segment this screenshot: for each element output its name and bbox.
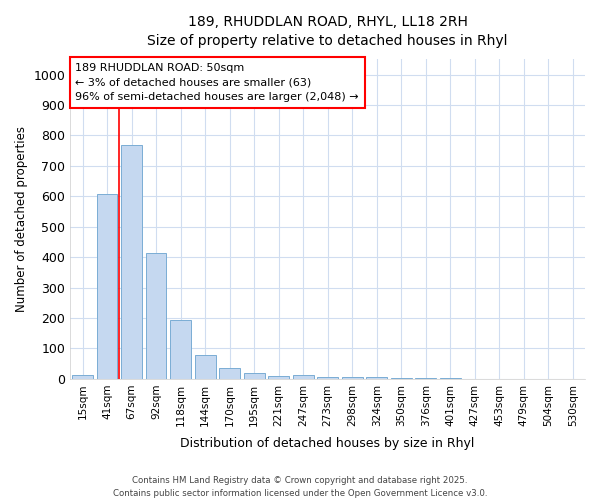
Bar — [293, 376, 314, 379]
Bar — [415, 378, 436, 379]
Y-axis label: Number of detached properties: Number of detached properties — [15, 126, 28, 312]
Bar — [72, 375, 93, 379]
Bar — [391, 378, 412, 379]
Text: Contains HM Land Registry data © Crown copyright and database right 2025.
Contai: Contains HM Land Registry data © Crown c… — [113, 476, 487, 498]
Bar — [440, 378, 461, 379]
Bar — [244, 374, 265, 379]
Bar — [366, 378, 387, 379]
Title: 189, RHUDDLAN ROAD, RHYL, LL18 2RH
Size of property relative to detached houses : 189, RHUDDLAN ROAD, RHYL, LL18 2RH Size … — [148, 15, 508, 48]
Bar — [268, 376, 289, 379]
X-axis label: Distribution of detached houses by size in Rhyl: Distribution of detached houses by size … — [181, 437, 475, 450]
Bar — [121, 144, 142, 379]
Bar — [97, 194, 118, 379]
Bar — [342, 378, 362, 379]
Bar — [219, 368, 240, 379]
Bar — [170, 320, 191, 379]
Bar — [146, 253, 166, 379]
Bar — [317, 377, 338, 379]
Text: 189 RHUDDLAN ROAD: 50sqm
← 3% of detached houses are smaller (63)
96% of semi-de: 189 RHUDDLAN ROAD: 50sqm ← 3% of detache… — [76, 62, 359, 102]
Bar — [194, 355, 215, 379]
